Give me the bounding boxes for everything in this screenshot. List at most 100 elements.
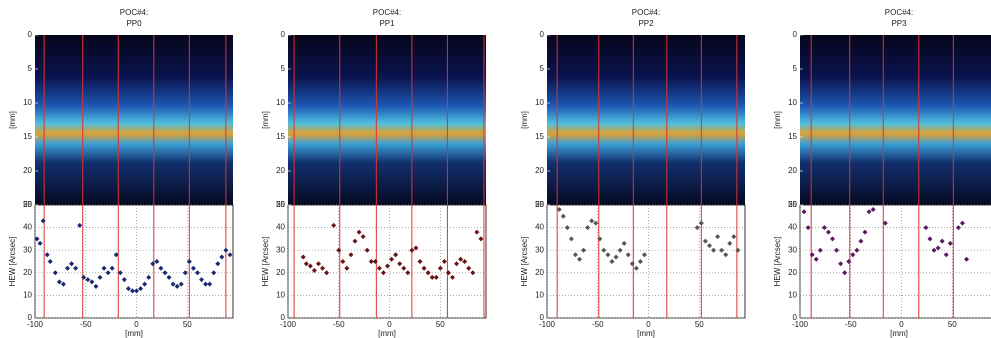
point <box>37 240 43 246</box>
point <box>368 259 374 264</box>
point <box>324 270 330 276</box>
point <box>56 279 62 285</box>
image-y-tick-label: 15 <box>276 132 285 141</box>
point <box>601 247 607 253</box>
image-y-tick-label: 10 <box>276 98 285 107</box>
image-y-tick-label: 10 <box>788 98 797 107</box>
point <box>955 225 961 231</box>
point <box>870 207 876 213</box>
point <box>813 256 819 262</box>
y-tick-label: 10 <box>788 291 797 300</box>
y-tick-label: 40 <box>276 223 285 232</box>
image-y-tick-label: 0 <box>793 30 798 39</box>
image-y-tick-label: 10 <box>535 98 544 107</box>
point <box>641 252 647 258</box>
point <box>959 220 965 226</box>
point <box>101 265 107 271</box>
point <box>585 225 591 231</box>
point <box>421 265 427 271</box>
y-tick-label: 50 <box>535 200 544 209</box>
point <box>47 259 53 264</box>
x-tick-label: 0 <box>134 320 139 329</box>
point <box>576 256 582 262</box>
x-tick-label: -100 <box>280 320 297 329</box>
point <box>364 247 370 253</box>
point <box>629 261 635 267</box>
point <box>866 209 872 215</box>
x-tick-label: -50 <box>333 320 345 329</box>
point <box>401 265 407 271</box>
image-y-tick-label: 20 <box>788 166 797 175</box>
point <box>809 252 815 258</box>
y-tick-label: 40 <box>788 223 797 232</box>
y-tick-label: 0 <box>281 313 286 322</box>
point <box>121 277 127 283</box>
point <box>162 270 168 276</box>
point <box>935 245 941 251</box>
point <box>125 286 131 292</box>
point <box>633 265 639 271</box>
point <box>97 274 103 280</box>
point <box>336 247 342 253</box>
heatmap-image <box>800 35 991 205</box>
point <box>389 256 395 262</box>
point <box>352 238 358 244</box>
image-y-tick-label: 25 <box>276 200 285 209</box>
point <box>320 265 326 271</box>
image-y-tick-label: 5 <box>281 64 286 73</box>
point <box>719 247 725 253</box>
image-y-tick-label: 5 <box>793 64 798 73</box>
point <box>129 288 135 294</box>
x-tick-label: -50 <box>592 320 604 329</box>
image-y-tick-label: 15 <box>535 132 544 141</box>
point <box>73 265 79 271</box>
point <box>417 259 423 264</box>
point <box>454 261 460 267</box>
point <box>702 238 708 244</box>
point <box>134 288 140 294</box>
subtitle: PP3 <box>891 19 907 28</box>
point <box>923 225 929 231</box>
point <box>821 225 827 231</box>
y-tick-label: 10 <box>535 291 544 300</box>
x-label: [mm] <box>378 329 396 338</box>
image-y-tick-label: 20 <box>23 166 32 175</box>
point <box>581 247 587 253</box>
point <box>858 238 864 244</box>
point <box>597 236 603 242</box>
point <box>927 236 933 242</box>
point <box>199 277 205 283</box>
title: POC#4: <box>373 8 401 17</box>
point <box>727 240 733 246</box>
point <box>307 263 313 269</box>
point <box>219 254 225 260</box>
scatter-frame <box>34 204 234 319</box>
x-tick-label: -100 <box>27 320 44 329</box>
x-label: [mm] <box>125 329 143 338</box>
title: POC#4: <box>632 8 660 17</box>
point <box>556 207 562 213</box>
point <box>801 209 807 215</box>
image-y-label: [mm] <box>773 111 782 129</box>
image-y-tick-label: 10 <box>23 98 32 107</box>
point <box>850 252 856 258</box>
point <box>698 220 704 226</box>
subtitle: PP0 <box>126 19 142 28</box>
point <box>93 283 99 289</box>
x-label: [mm] <box>637 329 655 338</box>
y-tick-label: 50 <box>23 200 32 209</box>
y-tick-label: 40 <box>23 223 32 232</box>
point <box>825 229 831 235</box>
subtitle: PP1 <box>379 19 395 28</box>
point <box>947 240 953 246</box>
x-label: [mm] <box>890 329 908 338</box>
point <box>605 252 611 258</box>
image-y-label: [mm] <box>261 111 270 129</box>
y-tick-label: 20 <box>788 268 797 277</box>
point <box>340 259 346 264</box>
point <box>178 281 184 287</box>
y-tick-label: 10 <box>23 291 32 300</box>
point <box>572 252 578 258</box>
point <box>85 277 91 283</box>
